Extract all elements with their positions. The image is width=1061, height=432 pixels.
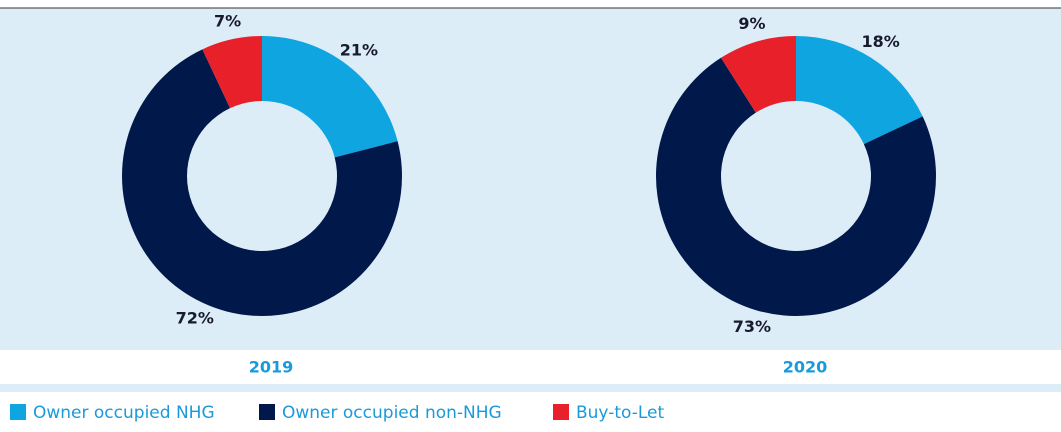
donut-slice [202, 36, 262, 109]
slice-label: 21% [340, 41, 378, 60]
slice-label: 9% [738, 14, 765, 33]
legend-swatch [10, 404, 26, 420]
donut-slice [122, 49, 403, 316]
donut-slice [796, 36, 923, 145]
donut-slice [656, 57, 936, 317]
legend-label: Owner occupied NHG [33, 403, 215, 423]
band-bottom [0, 384, 1061, 392]
donut-slice [720, 36, 796, 113]
year-label: 2020 [783, 358, 828, 377]
legend-label: Buy-to-Let [576, 403, 664, 423]
donut-slice [262, 36, 398, 158]
slice-label: 72% [176, 308, 214, 327]
slice-label: 18% [862, 32, 900, 51]
legend-label: Owner occupied non-NHG [282, 403, 502, 423]
slice-label: 7% [214, 11, 241, 30]
legend-swatch [259, 404, 275, 420]
slice-label: 73% [733, 317, 771, 336]
legend-swatch [553, 404, 569, 420]
year-band [0, 350, 1061, 384]
year-label: 2019 [249, 358, 294, 377]
